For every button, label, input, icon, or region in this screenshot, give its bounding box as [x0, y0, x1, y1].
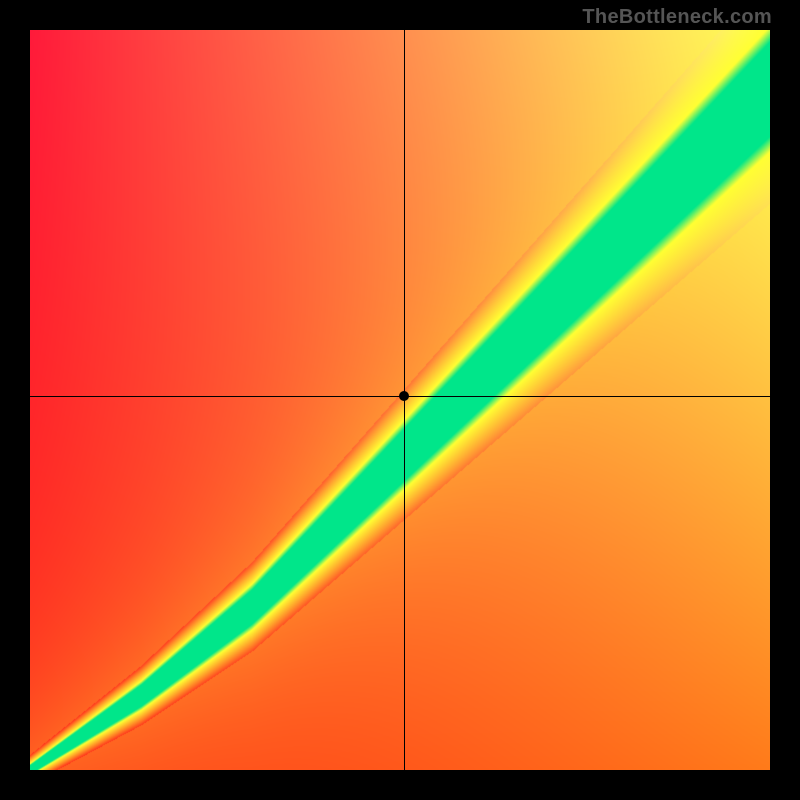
crosshair-marker [399, 391, 409, 401]
plot-area [30, 30, 770, 770]
watermark-text: TheBottleneck.com [582, 6, 772, 29]
chart-container: TheBottleneck.com [0, 0, 800, 800]
